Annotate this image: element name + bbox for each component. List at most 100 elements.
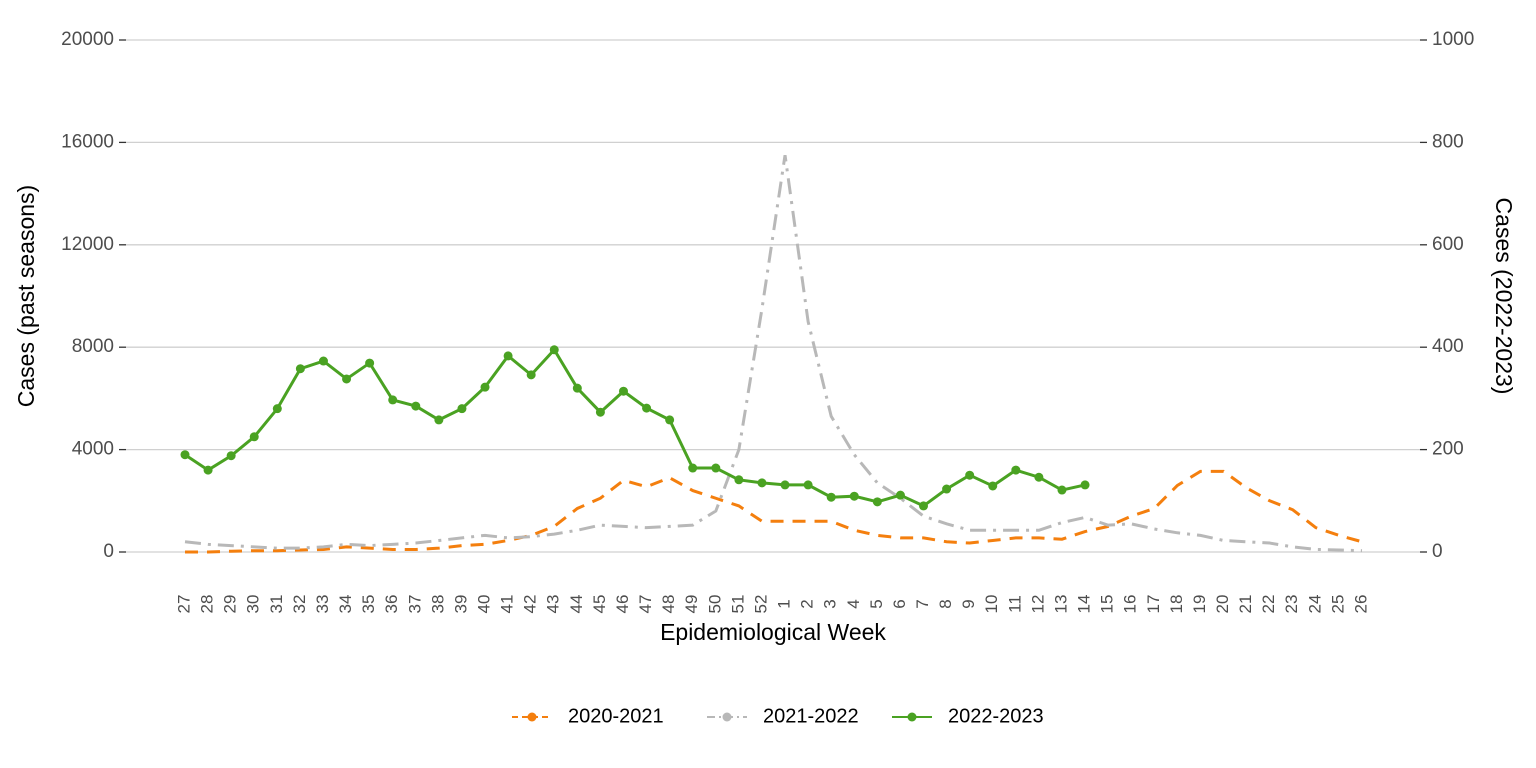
series-line	[184, 154, 1363, 553]
x-tick-label: 47	[636, 595, 655, 614]
x-tick-label: 13	[1051, 595, 1070, 614]
point	[318, 356, 328, 366]
x-axis-label: Epidemiological Week	[660, 619, 886, 645]
x-tick-label: 7	[913, 599, 932, 608]
point	[1080, 480, 1090, 490]
y-tick-label: 0	[103, 541, 114, 562]
x-tick-label: 35	[359, 595, 378, 614]
x-tick-label: 33	[313, 595, 332, 614]
series-line	[184, 347, 1086, 508]
x-tick-label: 15	[1098, 595, 1117, 614]
x-tick-label: 9	[959, 599, 978, 608]
point	[642, 403, 652, 413]
x-tick-label: 8	[936, 599, 955, 608]
y-tick-label: 20000	[61, 29, 114, 50]
point	[526, 370, 536, 380]
point	[434, 415, 444, 425]
x-tick-label: 11	[1005, 595, 1024, 613]
x-tick-label: 41	[498, 595, 517, 614]
point	[757, 478, 767, 488]
y2-tick-label: 400	[1432, 336, 1464, 357]
point	[872, 497, 882, 507]
y2-axis-label: Cases (2022-2023)	[1491, 198, 1517, 395]
point	[895, 490, 905, 500]
x-tick-label: 52	[751, 595, 770, 614]
x-tick-label: 48	[659, 595, 678, 614]
point	[965, 470, 975, 480]
point	[342, 374, 352, 384]
x-tick-label: 29	[221, 595, 240, 614]
x-tick-label: 28	[198, 595, 217, 614]
y2-tick-label: 0	[1432, 541, 1443, 562]
point	[919, 501, 929, 511]
x-tick-label: 12	[1028, 595, 1047, 614]
y2-tick-label: 200	[1432, 439, 1464, 460]
point	[942, 484, 952, 494]
x-tick-label: 49	[682, 595, 701, 614]
x-tick-label: 25	[1328, 595, 1347, 614]
y2-tick-label: 1000	[1432, 29, 1474, 50]
point	[365, 358, 375, 368]
x-tick-label: 30	[244, 595, 263, 614]
point	[572, 383, 582, 393]
x-tick-label: 38	[428, 595, 447, 614]
x-tick-label: 42	[521, 595, 540, 614]
point	[503, 351, 513, 361]
y2-tick-label: 800	[1432, 131, 1464, 152]
x-tick-label: 23	[1282, 595, 1301, 614]
x-tick-label: 5	[867, 599, 886, 608]
x-tick-label: 51	[728, 595, 747, 614]
x-tick-label: 19	[1190, 595, 1209, 614]
x-tick-label: 26	[1351, 595, 1370, 614]
x-tick-label: 50	[705, 595, 724, 614]
y2-tick-label: 600	[1432, 234, 1464, 255]
x-tick-label: 46	[613, 595, 632, 614]
x-tick-label: 16	[1121, 595, 1140, 614]
legend-label: 2022-2023	[948, 705, 1044, 727]
x-tick-label: 4	[844, 599, 863, 608]
point	[988, 481, 998, 491]
x-tick-label: 40	[475, 595, 494, 614]
legend-label: 2020-2021	[568, 705, 664, 727]
x-tick-label: 20	[1213, 595, 1232, 614]
point	[826, 492, 836, 502]
point	[618, 386, 628, 396]
point	[1011, 465, 1021, 475]
legend-marker	[527, 712, 537, 722]
y-tick-label: 12000	[61, 234, 114, 255]
point	[411, 401, 421, 411]
x-tick-label: 34	[336, 595, 355, 614]
x-tick-label: 24	[1305, 595, 1324, 614]
x-tick-label: 44	[567, 595, 586, 614]
x-tick-label: 36	[382, 595, 401, 614]
point	[688, 463, 698, 473]
point	[734, 475, 744, 485]
x-tick-label: 27	[174, 595, 193, 614]
point	[388, 395, 398, 405]
point	[549, 345, 559, 355]
point	[226, 451, 236, 461]
point	[1034, 472, 1044, 482]
y-tick-label: 16000	[61, 131, 114, 152]
point	[803, 480, 813, 490]
point	[249, 432, 259, 442]
x-tick-label: 6	[890, 599, 909, 608]
x-tick-label: 3	[821, 599, 840, 608]
legend-label: 2021-2022	[763, 705, 859, 727]
point	[203, 465, 213, 475]
y-tick-label: 8000	[72, 336, 114, 357]
x-tick-label: 10	[982, 595, 1001, 614]
legend-marker	[722, 712, 732, 722]
legend-marker	[907, 712, 917, 722]
x-tick-label: 43	[544, 595, 563, 614]
x-tick-label: 2	[798, 599, 817, 608]
point	[272, 404, 282, 414]
x-tick-label: 1	[775, 599, 794, 608]
point	[665, 415, 675, 425]
x-tick-label: 14	[1075, 595, 1094, 614]
x-tick-label: 39	[451, 595, 470, 614]
point	[480, 382, 490, 392]
x-tick-label: 22	[1259, 595, 1278, 614]
x-tick-label: 32	[290, 595, 309, 614]
x-tick-label: 21	[1236, 595, 1255, 614]
